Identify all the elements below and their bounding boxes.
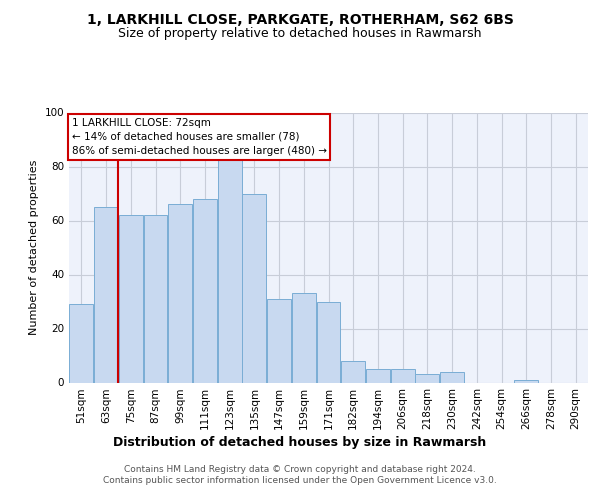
Text: Contains HM Land Registry data © Crown copyright and database right 2024.: Contains HM Land Registry data © Crown c… [124,465,476,474]
Bar [415,374,439,382]
Bar [94,207,118,382]
Text: 1, LARKHILL CLOSE, PARKGATE, ROTHERHAM, S62 6BS: 1, LARKHILL CLOSE, PARKGATE, ROTHERHAM, … [86,12,514,26]
Bar [218,156,242,382]
Bar [70,304,94,382]
Bar [317,302,340,382]
Bar [440,372,464,382]
Bar [242,194,266,382]
Text: Size of property relative to detached houses in Rawmarsh: Size of property relative to detached ho… [118,28,482,40]
Bar [292,294,316,382]
Bar [366,369,390,382]
Bar [267,299,291,382]
Bar [119,215,143,382]
Bar [514,380,538,382]
Bar [341,361,365,382]
Text: Distribution of detached houses by size in Rawmarsh: Distribution of detached houses by size … [113,436,487,449]
Bar [193,199,217,382]
Bar [168,204,192,382]
Y-axis label: Number of detached properties: Number of detached properties [29,160,39,335]
Bar [143,215,167,382]
Text: 1 LARKHILL CLOSE: 72sqm
← 14% of detached houses are smaller (78)
86% of semi-de: 1 LARKHILL CLOSE: 72sqm ← 14% of detache… [71,118,326,156]
Text: Contains public sector information licensed under the Open Government Licence v3: Contains public sector information licen… [103,476,497,485]
Bar [391,369,415,382]
